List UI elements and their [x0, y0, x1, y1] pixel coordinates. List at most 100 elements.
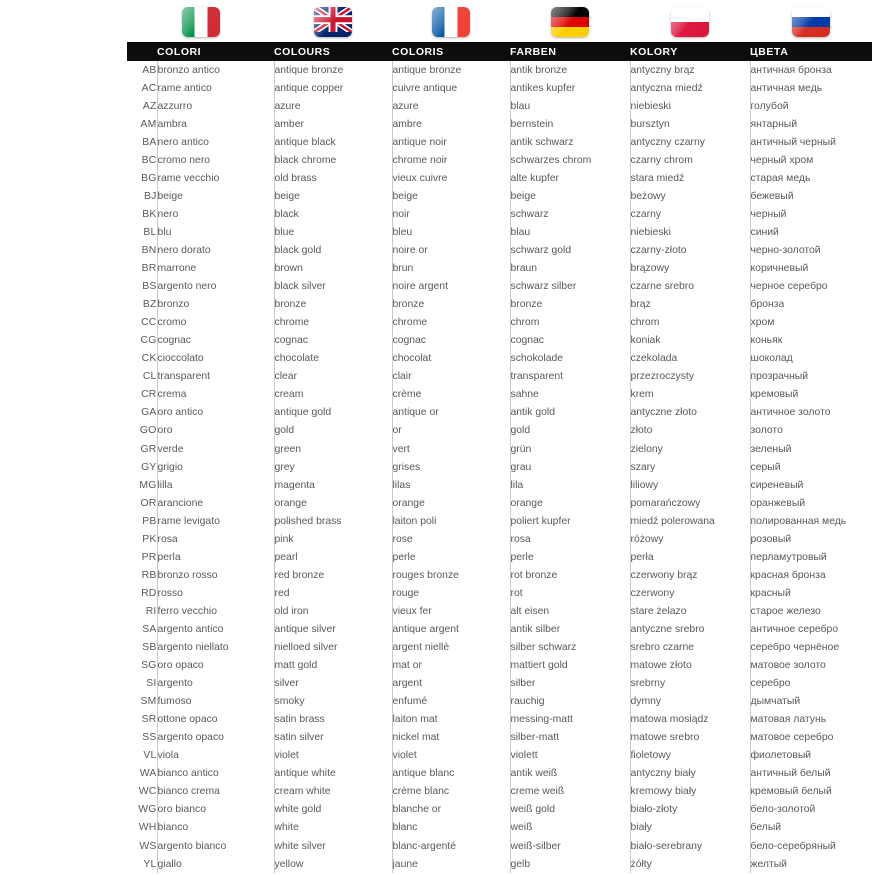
color-name-cell: rot bronze: [509, 566, 630, 585]
color-code-cell: WC: [138, 786, 157, 798]
color-name-cell: черный: [749, 205, 872, 224]
color-code-cell: GR: [140, 443, 157, 455]
color-name-cell: satin silver: [273, 728, 392, 747]
color-code-cell: RB: [141, 569, 157, 581]
color-name-cell: czarny-złoto: [629, 241, 750, 260]
color-name-cell: transparent: [156, 367, 274, 386]
color-name-cell: bleu: [391, 223, 510, 242]
color-name-cell: czekolada: [629, 349, 750, 368]
color-name-cell: antique silver: [273, 620, 392, 639]
color-name-cell: czerwony brąz: [629, 566, 750, 585]
color-name-cell: orange: [391, 494, 510, 513]
color-name-cell: brązowy: [629, 259, 750, 278]
color-name-cell: laiton mat: [391, 710, 510, 729]
color-name-cell: transparent: [509, 367, 630, 386]
color-name-cell: gold: [509, 421, 630, 440]
color-name-cell: хром: [749, 313, 872, 332]
color-name-cell: beżowy: [629, 187, 750, 206]
color-name-cell: chrome noir: [391, 151, 510, 170]
color-name-cell: серый: [749, 458, 872, 477]
germany-flag: [551, 7, 589, 37]
table-row: CG cognac cognac cognac cognac koniak коньяк: [127, 331, 872, 350]
color-name-cell: pearl: [273, 548, 392, 567]
color-name-cell: stare żelazo: [629, 602, 750, 621]
color-name-cell: czarny chrom: [629, 151, 750, 170]
color-name-cell: черно-золотой: [749, 241, 872, 260]
color-name-cell: srebrny: [629, 674, 750, 693]
color-name-cell: noire argent: [391, 277, 510, 296]
color-name-cell: antique bronze: [273, 61, 392, 80]
color-name-cell: black: [273, 205, 392, 224]
table-row: SI argento silver argent silber srebrny серебр…: [127, 674, 872, 693]
color-code-cell: AM: [140, 118, 157, 130]
color-name-cell: white: [273, 818, 392, 838]
color-name-cell: perle: [509, 548, 630, 567]
color-code-cell: BN: [141, 244, 157, 256]
color-name-cell: schwarz gold: [509, 241, 630, 260]
table-header: COLORI COLOURS COLORIS FARBEN KOLORY ЦВЕТА: [127, 42, 872, 61]
color-name-cell: mat or: [391, 656, 510, 675]
column-header-colours: COLOURS: [274, 45, 331, 58]
color-name-cell: antik silber: [509, 620, 630, 639]
color-name-cell: argento nero: [156, 277, 274, 296]
table-row: GA oro antico antique gold antique or antik …: [127, 403, 872, 422]
color-name-cell: beige: [156, 187, 274, 206]
color-name-cell: antique blanc: [391, 764, 510, 783]
color-code-cell: CC: [141, 317, 157, 329]
color-name-cell: krem: [629, 385, 750, 404]
color-name-cell: schokolade: [509, 349, 630, 368]
color-name-cell: green: [273, 439, 392, 459]
color-code-cell: SA: [142, 623, 157, 635]
color-name-cell: rame vecchio: [156, 169, 274, 188]
color-name-cell: antique white: [273, 764, 392, 783]
color-name-cell: blu: [156, 223, 274, 242]
color-name-cell: старое железо: [749, 602, 872, 621]
color-name-cell: rouges bronze: [391, 566, 510, 585]
color-code-cell: BL: [143, 226, 157, 238]
table-row: YL giallo yellow jaune gelb żółty желтый: [127, 855, 872, 874]
flag-cell-fr: [392, 2, 510, 42]
color-name-cell: marrone: [156, 259, 274, 278]
color-name-cell: rosa: [509, 530, 630, 549]
color-name-cell: yellow: [273, 855, 392, 874]
table-row: WC bianco crema cream white crème blanc crem…: [127, 782, 872, 801]
color-name-cell: biało-serebrany: [629, 837, 750, 856]
table-row: RI ferro vecchio old iron vieux fer alt eise…: [127, 602, 872, 621]
table-row: BR marrone brown brun braun brązowy коричневый: [127, 259, 872, 278]
flag-cell-gb: [274, 2, 392, 42]
color-code-cell: WA: [139, 768, 157, 780]
italy-flag: [181, 7, 220, 37]
color-name-cell: rose: [391, 530, 510, 549]
column-header-colori: COLORI: [157, 45, 202, 58]
color-name-cell: кремовый белый: [749, 782, 872, 801]
color-name-cell: rouge: [391, 584, 510, 603]
color-code-cell: BK: [142, 208, 157, 220]
color-name-cell: brąz: [629, 295, 750, 314]
color-name-cell: antyczny biały: [629, 764, 750, 783]
color-name-cell: white gold: [273, 800, 392, 819]
color-name-cell: blanc: [391, 818, 510, 838]
color-name-cell: smoky: [273, 692, 392, 711]
color-code-cell: BG: [141, 172, 157, 184]
color-name-cell: magenta: [273, 476, 392, 495]
color-name-cell: antyczne srebro: [629, 620, 750, 639]
color-code-cell: SB: [142, 642, 157, 654]
color-name-cell: rame levigato: [156, 512, 274, 531]
color-name-cell: красная бронза: [749, 566, 872, 585]
color-name-cell: alt eisen: [509, 602, 630, 621]
color-code-cell: SR: [141, 714, 157, 726]
color-name-cell: black silver: [273, 277, 392, 296]
color-name-cell: poliert kupfer: [509, 512, 630, 531]
color-name-cell: bronze: [509, 295, 630, 314]
color-name-cell: коньяк: [749, 331, 872, 350]
color-name-cell: czarny: [629, 205, 750, 224]
color-name-cell: бежевый: [749, 187, 872, 206]
color-name-cell: chrom: [509, 313, 630, 332]
table-row: SB argento niellato nielloed silver argent …: [127, 638, 872, 657]
color-name-cell: antikes kupfer: [509, 79, 630, 98]
color-name-cell: argento bianco: [156, 837, 274, 856]
color-code-cell: CK: [141, 353, 157, 365]
color-code-cell: BR: [141, 263, 157, 275]
color-name-cell: dymny: [629, 692, 750, 711]
color-name-cell: amber: [273, 115, 392, 134]
